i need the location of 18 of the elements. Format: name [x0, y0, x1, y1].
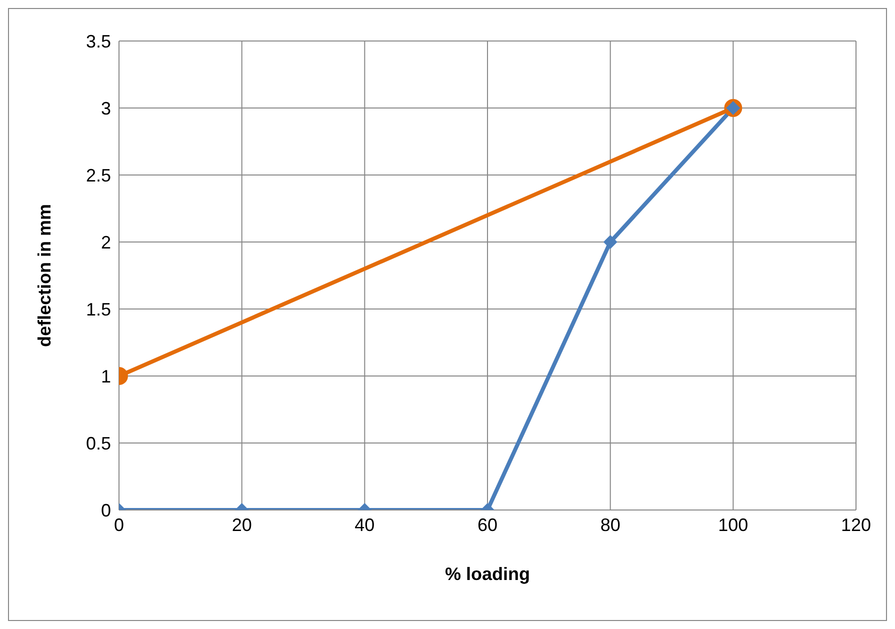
y-tick-label: 3	[100, 98, 111, 118]
y-tick-label: 1	[100, 366, 111, 386]
x-tick-label: 100	[718, 514, 748, 535]
x-tick-label: 120	[840, 514, 872, 535]
y-tick-label: 3.5	[86, 31, 111, 52]
y-tick-label: 0	[100, 500, 111, 520]
x-tick-label: 80	[600, 514, 620, 535]
x-axis-title: % loading	[445, 564, 530, 584]
y-tick-label: 0.5	[86, 433, 111, 454]
x-tick-label: 0	[114, 514, 124, 535]
y-tick-label: 2	[100, 232, 111, 252]
y-tick-label: 1.5	[86, 299, 111, 320]
y-tick-label: 2.5	[86, 165, 111, 186]
y-axis-title: deflection in mm	[34, 204, 54, 348]
x-tick-label: 60	[477, 514, 498, 535]
x-tick-label: 20	[232, 514, 252, 535]
x-tick-label: 40	[354, 514, 375, 535]
point	[603, 235, 618, 249]
